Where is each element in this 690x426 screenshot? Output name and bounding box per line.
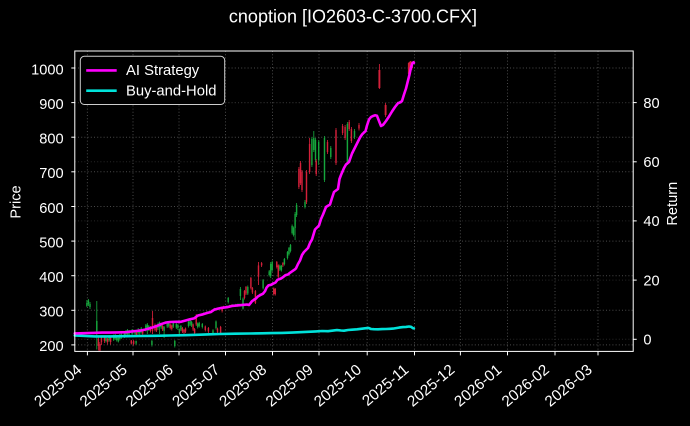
svg-text:80: 80: [643, 96, 659, 112]
svg-text:300: 300: [39, 305, 63, 321]
svg-text:1000: 1000: [31, 62, 63, 78]
svg-text:500: 500: [39, 235, 63, 251]
svg-text:600: 600: [39, 201, 63, 217]
svg-text:40: 40: [643, 214, 659, 230]
svg-text:0: 0: [643, 333, 651, 349]
svg-text:Price: Price: [8, 185, 24, 218]
svg-text:AI Strategy: AI Strategy: [126, 63, 200, 79]
svg-text:800: 800: [39, 132, 63, 148]
svg-text:Return: Return: [665, 182, 681, 226]
svg-text:60: 60: [643, 155, 659, 171]
svg-text:20: 20: [643, 273, 659, 289]
svg-text:900: 900: [39, 97, 63, 113]
svg-text:200: 200: [39, 339, 63, 355]
svg-text:cnoption [IO2603-C-3700.CFX]: cnoption [IO2603-C-3700.CFX]: [229, 6, 477, 26]
svg-text:400: 400: [39, 270, 63, 286]
svg-text:700: 700: [39, 166, 63, 182]
svg-text:Buy-and-Hold: Buy-and-Hold: [126, 84, 216, 100]
